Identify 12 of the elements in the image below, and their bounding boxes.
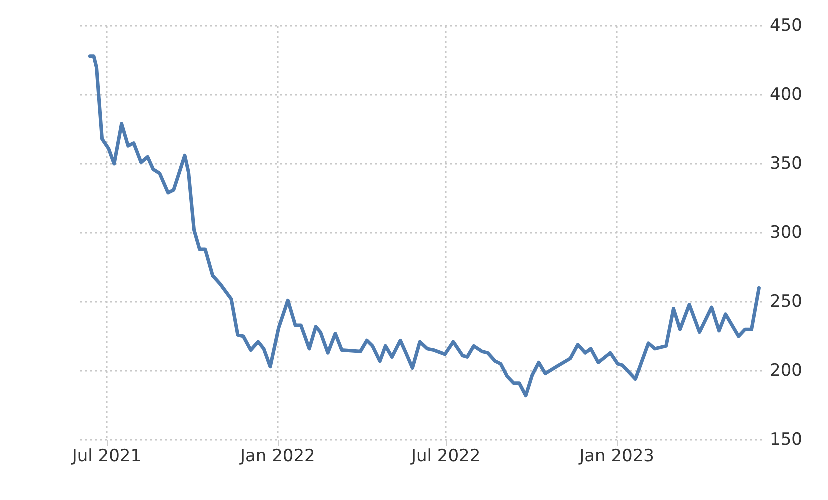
y-tick-label: 450 (770, 16, 802, 36)
y-tick-label: 350 (770, 154, 802, 174)
x-tick-label: Jul 2022 (410, 446, 481, 466)
line-series (88, 54, 761, 398)
y-tick-label: 200 (770, 361, 802, 381)
x-tick-label: Jan 2022 (239, 446, 316, 466)
y-tick-label: 300 (770, 223, 802, 243)
x-tick-label: Jul 2021 (71, 446, 142, 466)
y-tick-label: 400 (770, 85, 802, 105)
y-tick-label: 250 (770, 292, 802, 312)
y-tick-label: 150 (770, 430, 802, 450)
x-tick-label: Jan 2023 (578, 446, 654, 466)
